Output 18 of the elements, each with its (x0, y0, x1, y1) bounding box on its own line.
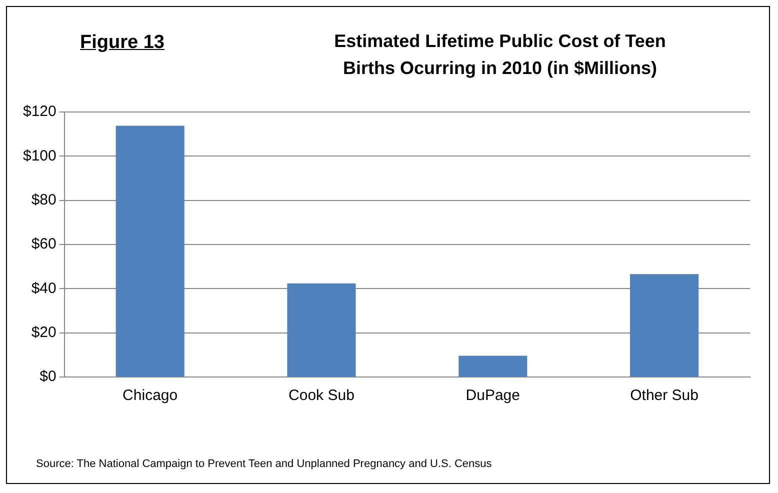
chart-title: Estimated Lifetime Public Cost of Teen Births Ocurring in 2010 (in $Millions) (333, 30, 667, 80)
y-tick-label: $40 (31, 280, 56, 297)
source-note: Source: The National Campaign to Prevent Teen and Unplanned Pregnancy and U.S. Census (36, 458, 492, 470)
x-tick-label: DuPage (466, 387, 520, 404)
bar (630, 274, 699, 376)
bar (458, 356, 528, 376)
caption: Figure 13 (80, 32, 164, 54)
y-tick-label: $120 (22, 103, 56, 120)
y-tick-label: $100 (22, 147, 56, 164)
y-tick-label: $80 (31, 191, 56, 208)
x-tick-label: Chicago (122, 387, 178, 404)
y-tick-label: $20 (31, 324, 56, 341)
bar (116, 126, 184, 376)
x-tick-label: Cook Sub (288, 387, 354, 404)
bar (287, 283, 356, 376)
x-tick-label: Other Sub (630, 387, 698, 404)
y-tick-label: $60 (31, 236, 56, 253)
y-tick-label: $0 (40, 368, 56, 386)
